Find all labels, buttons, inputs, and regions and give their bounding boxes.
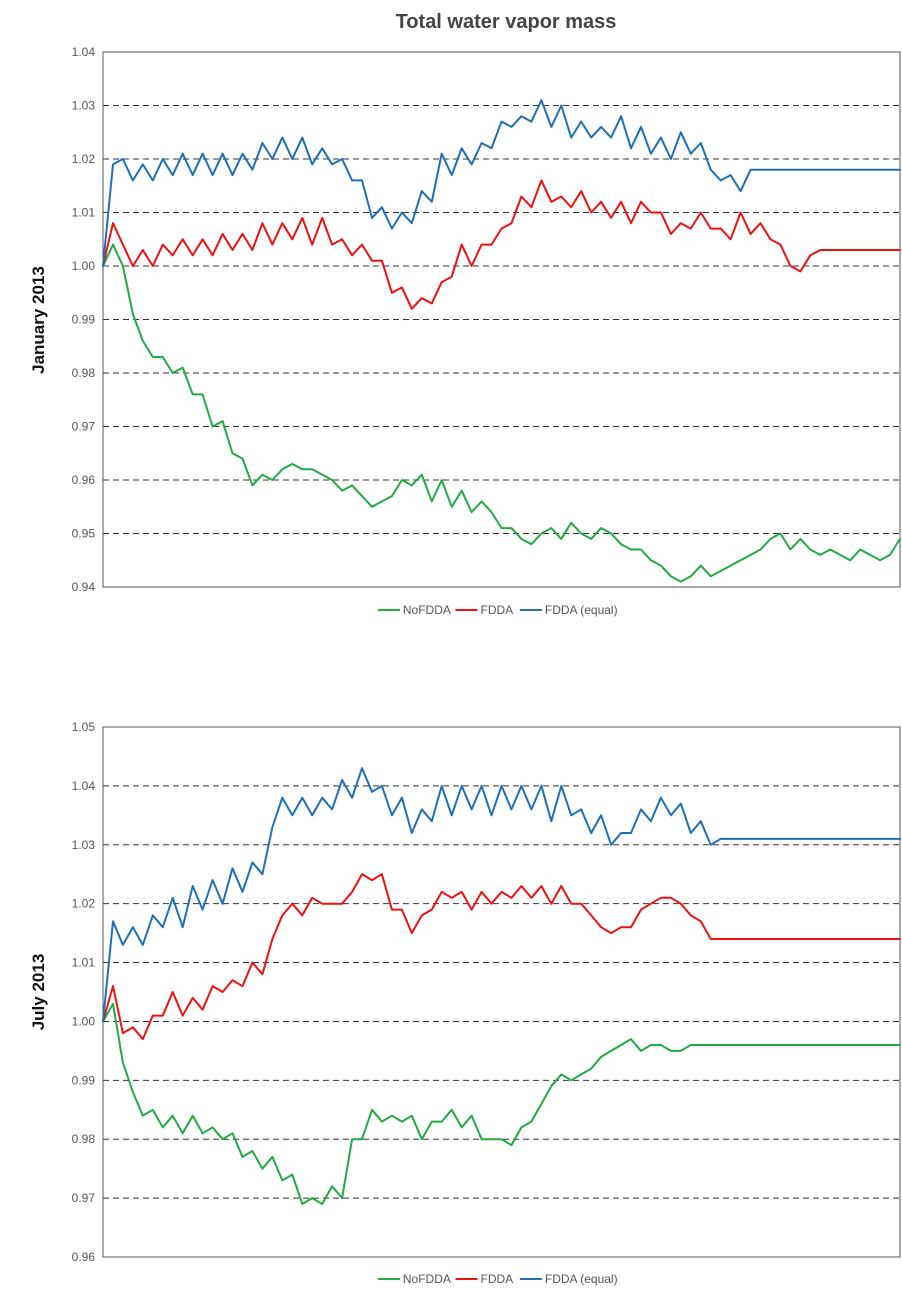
y-tick-label: 1.00 [72,1014,96,1028]
series-line-nofdda [102,1002,901,1205]
y-tick-label: 1.02 [72,897,96,911]
y-tick-label: 1.01 [72,206,96,220]
series-line-fdda [102,873,901,1041]
legend-label-fdda: FDDA [481,603,514,617]
row-label: January 2013 [29,266,48,374]
figure-title: Total water vapor mass [396,11,617,33]
chart-panel-1: January 2013 0.94 0.95 0.96 0.97 0.98 0.99 1.00… [29,45,901,617]
y-tick-label: 1.02 [72,152,96,166]
plot-frame [102,726,901,1258]
series-line-nofdda [102,243,901,583]
y-tick-label: 1.05 [72,720,96,734]
y-tick-label: 1.03 [72,99,96,113]
legend-label-nofdda: NoFDDA [403,1272,451,1286]
y-tick-label: 0.94 [72,580,96,594]
legend-label-nofdda: NoFDDA [403,603,451,617]
y-tick-label: 0.97 [72,420,96,434]
series-line-fdda [102,179,901,310]
legend: NoFDDA FDDA FDDA (equal) [377,603,618,617]
y-tick-label: 1.04 [72,779,96,793]
y-tick-label: 0.96 [72,1250,96,1264]
y-tick-label: 0.95 [72,527,96,541]
plot-frame [102,51,901,588]
y-tick-label: 1.04 [72,45,96,59]
legend-label-fdda-equal: FDDA (equal) [545,1272,618,1286]
series-line-fdda-equal [102,767,901,1023]
y-tick-label: 0.99 [72,313,96,327]
panels: January 2013 0.94 0.95 0.96 0.97 0.98 0.99 1.00… [29,45,901,1286]
y-tick-label: 1.01 [72,956,96,970]
y-tick-label: 1.00 [72,259,96,273]
chart-panel-2: July 2013 0.96 0.97 0.98 0.99 1.00 1.01 1.02 1.0… [29,720,901,1286]
legend: NoFDDA FDDA FDDA (equal) [377,1272,618,1286]
legend-label-fdda: FDDA [481,1272,514,1286]
legend-label-fdda-equal: FDDA (equal) [545,603,618,617]
y-tick-label: 1.03 [72,838,96,852]
y-tick-label: 0.98 [72,1132,96,1146]
y-tick-label: 0.98 [72,366,96,380]
y-tick-label: 0.96 [72,473,96,487]
row-label: July 2013 [29,954,48,1031]
y-tick-label: 0.97 [72,1191,96,1205]
y-tick-label: 0.99 [72,1073,96,1087]
series-line-fdda-equal [102,99,901,267]
